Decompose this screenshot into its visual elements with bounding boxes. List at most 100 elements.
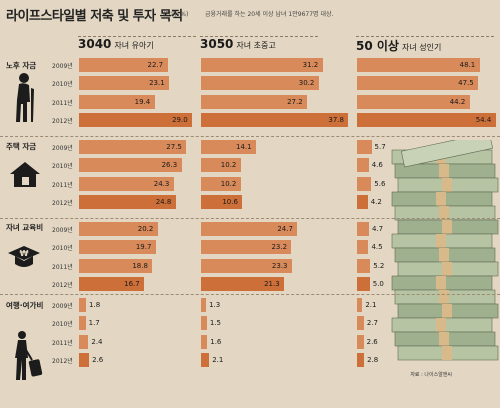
year-label: 2010년 <box>52 81 73 89</box>
bar <box>357 94 470 109</box>
value-label: 2.8 <box>367 355 379 364</box>
value-label: 2.7 <box>366 319 379 328</box>
value-label: 48.1 <box>459 61 476 69</box>
year-label: 2012년 <box>52 357 73 365</box>
value-label: 31.2 <box>302 61 319 69</box>
bar <box>201 194 243 209</box>
column-header-sub: 자녀 성인기 <box>401 43 442 52</box>
bar <box>201 140 256 154</box>
bar <box>201 298 207 312</box>
bar <box>79 258 153 273</box>
bar <box>79 240 156 255</box>
bar <box>357 298 363 312</box>
bar <box>201 334 208 349</box>
traveler-luggage-icon <box>15 331 43 380</box>
year-label: 2009년 <box>52 145 73 152</box>
value-label: 18.8 <box>132 261 148 270</box>
column-header-1: 3050 자녀 초중고 <box>200 36 318 59</box>
source-note: 자료 : 나이스알앤씨 <box>410 372 452 378</box>
value-label: 27.2 <box>287 97 303 106</box>
value-label: 10.2 <box>220 179 237 188</box>
column-header-sub: 자녀 초중고 <box>236 41 276 50</box>
value-label: 5.2 <box>373 261 385 270</box>
value-label: 19.7 <box>135 243 152 252</box>
value-label: 24.8 <box>155 197 172 206</box>
value-label: 26.3 <box>161 161 178 170</box>
value-label: 2.6 <box>366 337 378 346</box>
year-label: 2010년 <box>52 321 73 329</box>
year-label: 2009년 <box>52 63 73 70</box>
section-label-0: 노후 자금 <box>6 61 37 70</box>
value-label: 19.4 <box>134 97 151 106</box>
bar <box>201 176 241 191</box>
bar <box>201 316 207 331</box>
section-divider <box>0 136 500 137</box>
year-label: 2011년 <box>52 181 73 189</box>
value-label: 4.7 <box>371 225 384 233</box>
bar <box>79 176 174 191</box>
value-label: 4.5 <box>371 243 383 252</box>
bar <box>357 352 365 367</box>
bar <box>357 222 369 236</box>
value-label: 10.6 <box>222 197 238 206</box>
value-label: 16.7 <box>124 279 140 288</box>
bar <box>357 176 372 191</box>
year-label: 2011년 <box>52 339 73 347</box>
value-label: 4.6 <box>371 161 383 170</box>
value-label: 23.1 <box>149 79 165 88</box>
value-label: 30.2 <box>298 79 315 88</box>
year-label: 2010년 <box>52 163 73 171</box>
value-label: 2.1 <box>365 301 377 309</box>
value-label: 24.7 <box>277 225 293 233</box>
value-label: 23.3 <box>271 261 288 270</box>
bar <box>357 140 372 154</box>
house-icon <box>10 162 40 187</box>
value-label: 24.3 <box>153 179 170 188</box>
value-label: 5.6 <box>374 179 386 188</box>
value-label: 4.2 <box>370 197 382 206</box>
bar <box>79 222 158 236</box>
bar <box>79 298 87 312</box>
elderly-person-icon <box>16 73 34 122</box>
year-label: 2009년 <box>52 227 73 234</box>
value-label: 22.7 <box>147 61 164 69</box>
bar <box>201 240 292 255</box>
column-header-name: 50 이상 <box>356 39 399 53</box>
value-label: 23.2 <box>271 243 288 252</box>
value-label: 21.3 <box>264 279 280 288</box>
bar <box>357 58 480 72</box>
value-label: 14.1 <box>235 143 252 151</box>
bar <box>357 240 369 255</box>
value-label: 1.7 <box>88 319 100 328</box>
bar <box>79 58 168 72</box>
value-label: 1.5 <box>209 319 221 328</box>
section-divider <box>0 294 500 295</box>
bar <box>79 158 182 173</box>
year-label: 2009년 <box>52 303 73 310</box>
value-label: 37.8 <box>328 115 344 124</box>
value-label: 1.3 <box>209 301 221 309</box>
column-header-0: 3040 자녀 유아기 <box>78 36 196 59</box>
bar <box>79 276 145 291</box>
value-label: 20.2 <box>137 225 154 233</box>
bar <box>201 112 349 127</box>
section-label-1: 주택 자금 <box>6 142 37 151</box>
section-label-3: 여행·여가비 <box>6 301 44 310</box>
column-header-2: 50 이상 자녀 성인기 <box>356 36 494 59</box>
bar <box>201 58 323 72</box>
bar <box>79 140 187 154</box>
column-header-sub: 자녀 유아기 <box>114 41 154 50</box>
value-label: 44.2 <box>449 97 466 106</box>
unit-note: (단위: %) <box>163 11 189 18</box>
bar <box>201 94 308 109</box>
bar <box>357 334 364 349</box>
bar <box>79 194 176 209</box>
value-label: 54.4 <box>475 115 492 124</box>
survey-note: 금융거래를 하는 20세 이상 남녀 1만9677명 대상. <box>205 11 334 18</box>
bar <box>79 352 90 367</box>
bar <box>201 222 298 236</box>
value-label: 2.1 <box>212 355 224 364</box>
bar <box>201 352 210 367</box>
bar <box>357 194 368 209</box>
